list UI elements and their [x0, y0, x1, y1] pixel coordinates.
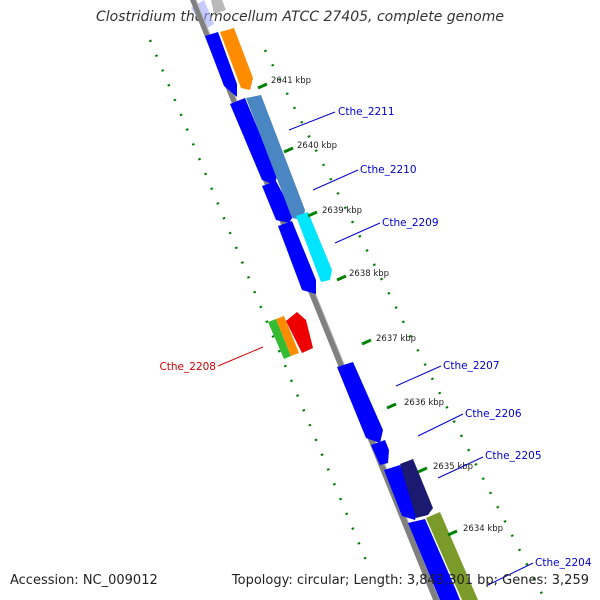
gene-block [262, 181, 294, 223]
gene-label-cthe-2209[interactable]: Cthe_2209 [382, 217, 439, 229]
tick-label: 2637 kbp [376, 334, 416, 344]
gene-block [205, 32, 237, 97]
tick-label: 2639 kbp [322, 206, 362, 216]
tick-label: 2641 kbp [271, 76, 311, 86]
tick-2636 [386, 402, 397, 410]
gene-label-cthe-2207[interactable]: Cthe_2207 [443, 360, 500, 372]
gene-segment-faded [211, 0, 226, 14]
callout-line [417, 413, 464, 437]
tick-2639 [307, 210, 318, 218]
genome-summary: Topology: circular; Length: 3,843,301 bp… [231, 573, 589, 588]
gene-label-cthe-2205[interactable]: Cthe_2205 [485, 450, 542, 462]
callout-line [217, 346, 264, 367]
gene-block-red [286, 312, 313, 353]
tick-label: 2640 kbp [297, 141, 337, 151]
tick-label: 2638 kbp [349, 269, 389, 279]
gene-block-navy [400, 459, 433, 518]
callout-line [312, 169, 359, 191]
callout-line [288, 111, 336, 131]
callout-line [334, 222, 381, 244]
tick-label: 2634 kbp [463, 524, 503, 534]
tick-2638 [336, 274, 347, 282]
gene-block [230, 98, 277, 185]
gene-block-steelblue [246, 95, 305, 220]
gene-label-cthe-2208[interactable]: Cthe_2208 [159, 361, 216, 373]
tick-2641 [257, 82, 268, 90]
gene-label-cthe-2210[interactable]: Cthe_2210 [360, 164, 417, 176]
callout-line [395, 365, 442, 387]
tick-2640 [283, 146, 294, 154]
tick-marks [257, 82, 458, 537]
gene-block [384, 465, 419, 520]
gene-block [371, 440, 389, 465]
gene-label-cthe-2211[interactable]: Cthe_2211 [338, 106, 395, 118]
tick-2634 [447, 529, 458, 537]
gene-label-cthe-2204[interactable]: Cthe_2204 [535, 557, 592, 569]
gene-block [278, 221, 316, 294]
gene-block [408, 519, 460, 600]
tick-2637 [361, 338, 372, 346]
gene-block [337, 362, 383, 443]
gene-label-cthe-2206[interactable]: Cthe_2206 [465, 408, 522, 420]
gene-block-orange-small [276, 316, 299, 356]
callout-line [487, 562, 534, 586]
tick-2635 [417, 466, 428, 474]
gene-block-green [268, 319, 291, 359]
callout-line [437, 456, 484, 479]
gene-block-cyan [296, 212, 332, 282]
accession-label: Accession: NC_009012 [10, 573, 158, 588]
tick-label: 2635 kbp [433, 462, 473, 472]
gene-block-olive [426, 512, 478, 600]
tick-label: 2636 kbp [404, 398, 444, 408]
gene-block-orange [220, 28, 253, 90]
